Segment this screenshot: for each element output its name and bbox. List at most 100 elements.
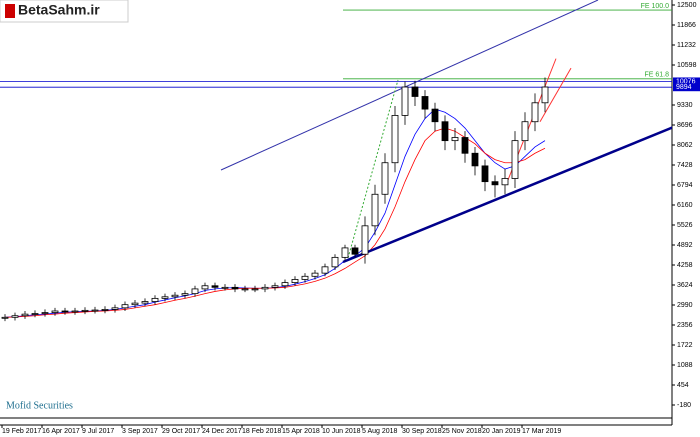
x-tick-label: 25 Nov 2018 — [442, 428, 482, 435]
y-tick-label: 5526 — [677, 222, 693, 229]
candle-body — [431, 108, 439, 123]
candle-body — [451, 137, 459, 142]
candle-body — [241, 288, 249, 291]
candle-body — [251, 288, 259, 291]
y-tick-label: 2356 — [677, 322, 693, 329]
x-tick-label: 18 Feb 2018 — [242, 428, 281, 435]
y-tick-label: 9330 — [677, 102, 693, 109]
candle-body — [511, 140, 519, 179]
x-tick-label: 10 Jun 2018 — [322, 428, 361, 435]
candle-body — [361, 225, 369, 255]
y-tick-label: 2990 — [677, 302, 693, 309]
candle-body — [391, 115, 399, 164]
y-tick-label: 3624 — [677, 282, 693, 289]
candle-body — [131, 302, 139, 306]
level-label: 10076 — [676, 78, 696, 85]
candle-body — [381, 162, 389, 195]
candle-body — [51, 310, 59, 313]
candle-body — [491, 181, 499, 186]
y-tick-label: 1088 — [677, 362, 693, 369]
candle-body — [81, 309, 89, 312]
candle-body — [471, 152, 479, 167]
candle-body — [11, 315, 19, 318]
x-tick-label: 24 Dec 2017 — [202, 428, 242, 435]
x-tick-label: 29 Oct 2017 — [162, 428, 200, 435]
y-tick-label: 11866 — [677, 22, 696, 29]
candle-body — [341, 247, 349, 258]
y-tick-label: 10598 — [677, 62, 697, 69]
plot: FE 100.0 FE 61.8 — [0, 0, 672, 322]
y-tick-label: 6160 — [677, 202, 693, 209]
x-tick-label: 5 Aug 2018 — [362, 428, 398, 435]
candle-body — [61, 310, 69, 313]
candle-body — [351, 247, 359, 255]
candle-body — [521, 121, 529, 142]
candle-body — [141, 301, 149, 304]
candle-body — [261, 286, 269, 290]
candle-body — [541, 86, 549, 104]
y-tick-label: 8696 — [677, 122, 693, 129]
y-tick-label: 8062 — [677, 142, 693, 149]
trendline — [220, 0, 599, 171]
candle-body — [101, 309, 109, 311]
candle-body — [31, 313, 39, 315]
level-label-bg — [673, 77, 700, 86]
level-label-bg — [673, 83, 700, 92]
x-tick-label: 17 Mar 2019 — [522, 428, 561, 435]
trendline — [342, 126, 672, 264]
y-tick-label: 454 — [677, 382, 689, 389]
candle-body — [71, 310, 79, 313]
x-tick-label: 3 Sep 2017 — [122, 428, 158, 435]
candle-body — [331, 256, 339, 268]
candle-body — [161, 296, 169, 299]
y-tick-label: 11232 — [677, 42, 696, 49]
fib-label: FE 61.8 — [644, 72, 669, 79]
x-tick-label: 20 Jan 2019 — [482, 428, 521, 435]
candle-body — [531, 102, 539, 123]
level-label: 9894 — [676, 84, 692, 91]
candle-body — [311, 272, 319, 277]
logo: BetaSahm.ir — [0, 0, 129, 23]
x-tick-label: 30 Sep 2018 — [402, 428, 442, 435]
candle-body — [401, 86, 409, 116]
y-tick-label: 4258 — [677, 262, 693, 269]
trendline — [347, 79, 399, 259]
candle-body — [411, 86, 419, 97]
candle-body — [501, 178, 509, 186]
y-tick-label: 1722 — [677, 342, 693, 349]
candle-body — [221, 286, 229, 289]
candle-body — [371, 193, 379, 227]
x-tick-label: 16 Apr 2017 — [42, 428, 80, 435]
y-tick-label: 6794 — [677, 182, 693, 189]
logo-text: BetaSahm.ir — [18, 2, 100, 18]
y-tick-label: -180 — [677, 402, 691, 409]
footer: Mofid Securities — [6, 400, 73, 411]
trendline — [539, 67, 572, 122]
candle-body — [461, 137, 469, 154]
candle-body — [421, 96, 429, 110]
candle-body — [201, 285, 209, 290]
candle-body — [111, 307, 119, 310]
y-tick-label: 4892 — [677, 242, 693, 249]
candle-body — [171, 294, 179, 298]
x-tick-label: 19 Feb 2017 — [2, 428, 41, 435]
candle-body — [231, 286, 239, 290]
fib-label: FE 100.0 — [641, 3, 670, 10]
candle-body — [121, 304, 129, 309]
candle-body — [321, 266, 329, 274]
candle-body — [21, 313, 29, 317]
candle-body — [281, 282, 289, 287]
x-tick-label: 9 Jul 2017 — [82, 428, 114, 435]
candle-body — [301, 275, 309, 280]
candle-body — [41, 312, 49, 314]
y-tick-label: 7428 — [677, 162, 693, 169]
y-tick-label: 12500 — [677, 2, 697, 9]
candle-body — [151, 297, 159, 302]
candle-body — [441, 121, 449, 142]
candle-body — [211, 285, 219, 288]
candle-body — [181, 293, 189, 296]
x-tick-label: 15 Apr 2018 — [282, 428, 320, 435]
